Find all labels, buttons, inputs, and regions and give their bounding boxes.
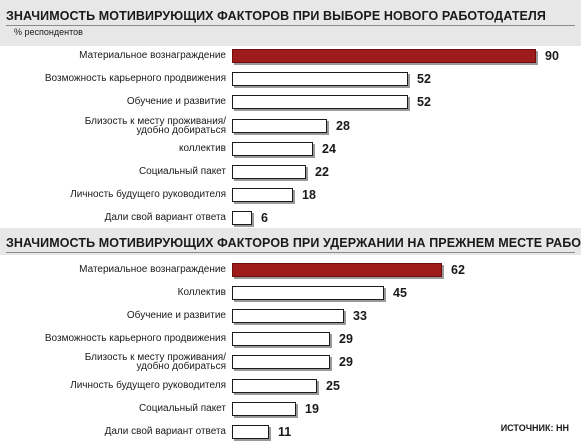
value-label: 22 — [315, 165, 329, 179]
bar-row: Обучение и развитие 33 — [0, 305, 581, 327]
section-2-divider — [6, 252, 575, 253]
section-1-title: ЗНАЧИМОСТЬ МОТИВИРУЮЩИХ ФАКТОРОВ ПРИ ВЫБ… — [6, 9, 546, 23]
source-note: ИСТОЧНИК: HH — [500, 423, 569, 433]
value-label: 19 — [305, 402, 319, 416]
bar — [232, 332, 330, 346]
bar-row: коллектив 24 — [0, 138, 581, 160]
bar — [232, 355, 330, 369]
value-label: 52 — [417, 72, 431, 86]
bar — [232, 379, 317, 393]
bar-row: Близость к месту проживания/ удобно доби… — [0, 115, 581, 137]
bar — [232, 286, 384, 300]
value-label: 18 — [302, 188, 316, 202]
category-label: Дали свой вариант ответа — [104, 212, 226, 223]
category-label: Обучение и развитие — [126, 96, 226, 107]
value-label: 33 — [353, 309, 367, 323]
value-label: 29 — [339, 355, 353, 369]
bar — [232, 309, 344, 323]
category-label: Личность будущего руководителя — [70, 380, 226, 391]
category-label: Коллектив — [177, 287, 226, 298]
value-label: 25 — [326, 379, 340, 393]
bar-row: Обучение и развитие 52 — [0, 91, 581, 113]
bar — [232, 211, 252, 225]
value-label: 24 — [322, 142, 336, 156]
category-label: Материальное вознаграждение — [79, 264, 226, 275]
bar-row: Личность будущего руководителя 25 — [0, 375, 581, 397]
category-label: Дали свой вариант ответа — [104, 426, 226, 437]
bar — [232, 119, 327, 133]
category-label: Возможность карьерного продвижения — [44, 333, 226, 344]
bar-row: Возможность карьерного продвижения 52 — [0, 68, 581, 90]
section-1-background — [0, 0, 581, 46]
category-label: Материальное вознаграждение — [79, 50, 226, 61]
bar-row: Близость к месту проживания/ удобно доби… — [0, 351, 581, 373]
bar-row: Материальное вознаграждение 90 — [0, 45, 581, 67]
bar-row: Возможность карьерного продвижения 29 — [0, 328, 581, 350]
category-label: Близость к месту проживания/ удобно доби… — [84, 116, 226, 136]
unit-label: % респондентов — [14, 27, 83, 37]
category-label: Обучение и развитие — [126, 310, 226, 321]
value-label: 11 — [278, 425, 292, 439]
bar-row: Материальное вознаграждение 62 — [0, 259, 581, 281]
bar — [232, 142, 313, 156]
section-2-background — [0, 228, 581, 255]
value-label: 52 — [417, 95, 431, 109]
bar — [232, 188, 293, 202]
section-1-divider — [6, 25, 575, 26]
bar — [232, 165, 306, 179]
category-label: Социальный пакет — [138, 403, 226, 414]
bar — [232, 72, 408, 86]
category-label: Социальный пакет — [138, 166, 226, 177]
value-label: 45 — [393, 286, 407, 300]
category-label: Близость к месту проживания/ удобно доби… — [84, 352, 226, 372]
bar — [232, 95, 408, 109]
value-label: 6 — [261, 211, 268, 225]
category-label: коллектив — [178, 143, 226, 154]
value-label: 28 — [336, 119, 350, 133]
bar — [232, 402, 296, 416]
bar-row: Социальный пакет 22 — [0, 161, 581, 183]
bar — [232, 425, 269, 439]
value-label: 62 — [451, 263, 465, 277]
category-label: Личность будущего руководителя — [70, 189, 226, 200]
bar — [232, 49, 536, 63]
bar-row: Дали свой вариант ответа 11 — [0, 421, 581, 443]
bar-row: Коллектив 45 — [0, 282, 581, 304]
value-label: 29 — [339, 332, 353, 346]
value-label: 90 — [545, 49, 559, 63]
category-label: Возможность карьерного продвижения — [44, 73, 226, 84]
section-2-title: ЗНАЧИМОСТЬ МОТИВИРУЮЩИХ ФАКТОРОВ ПРИ УДЕ… — [6, 236, 581, 250]
bar-row: Социальный пакет 19 — [0, 398, 581, 420]
bar — [232, 263, 442, 277]
bar-row: Личность будущего руководителя 18 — [0, 184, 581, 206]
bar-row: Дали свой вариант ответа 6 — [0, 207, 581, 229]
